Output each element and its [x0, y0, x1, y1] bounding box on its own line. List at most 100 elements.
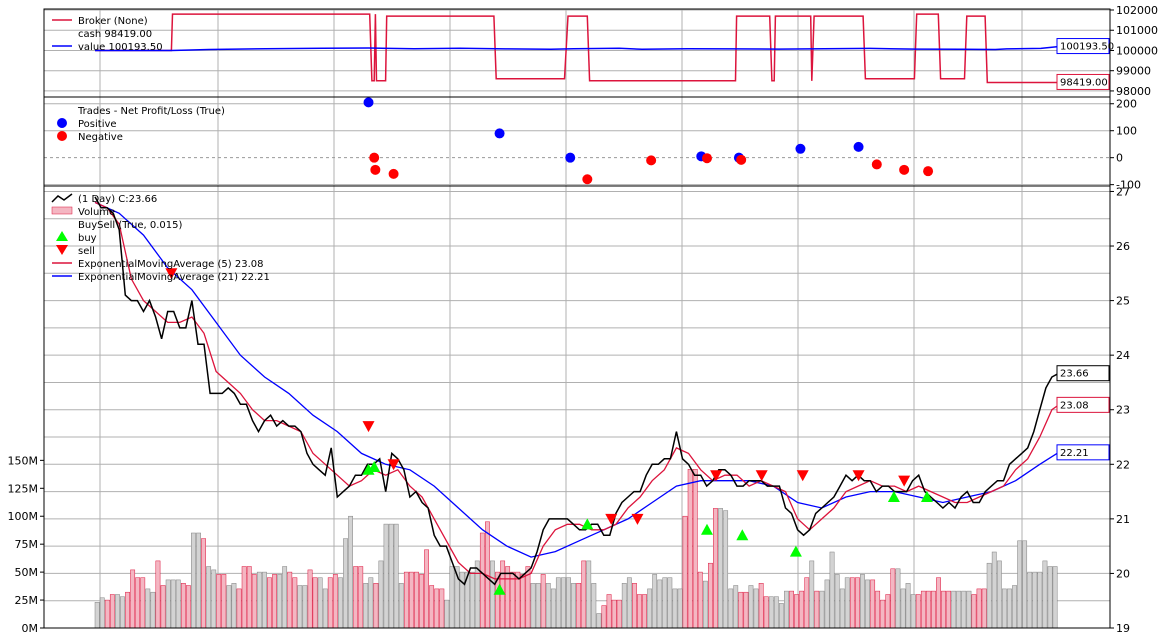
- volume-bar: [642, 594, 647, 629]
- volume-bar: [317, 577, 323, 629]
- trade-marker-negative: [871, 159, 882, 170]
- value-label-cash: 98419.00: [1056, 73, 1110, 90]
- volume-bar: [885, 594, 891, 629]
- volume-bar: [358, 566, 364, 629]
- data-layer: [94, 13, 1059, 629]
- volume-bar: [819, 590, 825, 629]
- volume-bar: [616, 599, 622, 629]
- volume-bar: [474, 560, 480, 629]
- y-tick-label: 27: [1116, 185, 1130, 198]
- volume-bar: [855, 577, 860, 629]
- volume-bar: [784, 590, 789, 629]
- volume-bar: [1001, 588, 1007, 629]
- volume-bar: [738, 591, 744, 629]
- tick-labels: 10200010100010000099000980002001000-1002…: [8, 4, 1158, 635]
- volume-bar: [170, 579, 176, 629]
- buy-marker: [368, 461, 381, 473]
- volume-bar: [535, 583, 541, 629]
- volume-bar: [976, 588, 982, 629]
- trade-marker-negative: [701, 153, 712, 164]
- volume-bar: [348, 515, 353, 629]
- legend-swatch-sell: [56, 245, 68, 255]
- volume-bar: [550, 588, 556, 629]
- value-label-ema21-box: [1056, 444, 1110, 461]
- volume-bar: [398, 583, 404, 629]
- volume-bar: [809, 560, 815, 629]
- volume-bar: [206, 566, 212, 629]
- volume-tick-label: 25M: [15, 594, 39, 607]
- series-line-cash: [95, 13, 1058, 84]
- volume-bar: [287, 571, 293, 629]
- volume-bar: [530, 583, 536, 629]
- volume-bar: [611, 599, 617, 629]
- legend-label: (1 Day) C:23.66: [78, 194, 157, 205]
- volume-bar: [545, 583, 551, 629]
- legend-label: buy: [78, 233, 97, 244]
- volume-bar: [1032, 571, 1038, 629]
- volume-bar: [145, 588, 151, 629]
- volume-bar: [191, 532, 196, 629]
- volume-bar: [282, 566, 288, 629]
- volume-bar: [297, 585, 303, 629]
- trade-marker-negative: [582, 174, 593, 185]
- volume-bar: [277, 574, 283, 629]
- volume-bar: [591, 583, 597, 629]
- trade-marker-negative: [370, 164, 381, 175]
- buy-marker: [920, 491, 933, 503]
- volume-bar: [1037, 571, 1043, 629]
- volume-bar: [403, 571, 409, 629]
- volume-bar: [895, 568, 901, 629]
- volume-bar: [363, 583, 369, 629]
- volume-bar: [581, 560, 587, 629]
- volume-bar: [657, 579, 663, 629]
- volume-bar: [115, 594, 120, 629]
- value-labels: 100193.50 98419.00 23.66 23.08 22.21: [1056, 38, 1114, 461]
- volume-bar: [773, 596, 779, 629]
- y-tick-label: 25: [1116, 295, 1130, 308]
- volume-bar: [368, 577, 374, 629]
- volume-bar: [996, 560, 1002, 629]
- volume-bar: [211, 569, 217, 629]
- volume-bar: [130, 569, 136, 629]
- volume-bar: [520, 574, 526, 629]
- legend-label: sell: [78, 246, 95, 257]
- buy-marker: [736, 529, 749, 541]
- volume-bar: [505, 566, 511, 629]
- volume-bar: [125, 591, 130, 629]
- volume-bar: [758, 583, 764, 629]
- panel-frame-price: [43, 185, 1111, 629]
- volume-bar: [875, 590, 881, 629]
- volume-bar: [104, 599, 110, 629]
- volume-bar: [880, 599, 886, 629]
- volume-bar: [799, 590, 805, 629]
- volume-bar: [576, 583, 582, 629]
- ema5-line: [94, 201, 1059, 580]
- volume-bar: [109, 594, 115, 629]
- legend-label: Positive: [78, 119, 117, 130]
- sell-marker: [852, 470, 865, 482]
- volume-bar: [1022, 540, 1028, 629]
- volume-bar: [941, 590, 946, 629]
- volume-bar: [986, 562, 992, 629]
- y-tick-label: 0: [1116, 152, 1123, 165]
- volume-bar: [910, 594, 916, 629]
- volume-bar: [373, 583, 379, 629]
- volume-tick-label: 50M: [15, 566, 39, 579]
- legend-swatch-dot: [57, 131, 67, 141]
- y-tick-label: 21: [1116, 513, 1130, 526]
- sell-marker: [898, 475, 911, 487]
- volume-bar: [479, 532, 485, 629]
- legend-swatch-dot: [57, 118, 67, 128]
- panel-frames: [43, 8, 1111, 629]
- buy-marker: [700, 523, 713, 535]
- buy-marker: [789, 545, 802, 557]
- volume-bar: [332, 574, 338, 629]
- volume-bar: [338, 577, 343, 629]
- sell-marker: [710, 470, 723, 482]
- legend-label: value 100193.50: [78, 42, 163, 53]
- value-label-ema21: 22.21: [1056, 444, 1110, 461]
- volume-bar: [961, 590, 967, 629]
- sell-marker: [362, 421, 375, 433]
- value-label-close-box: [1056, 365, 1110, 382]
- volume-bar: [262, 571, 267, 629]
